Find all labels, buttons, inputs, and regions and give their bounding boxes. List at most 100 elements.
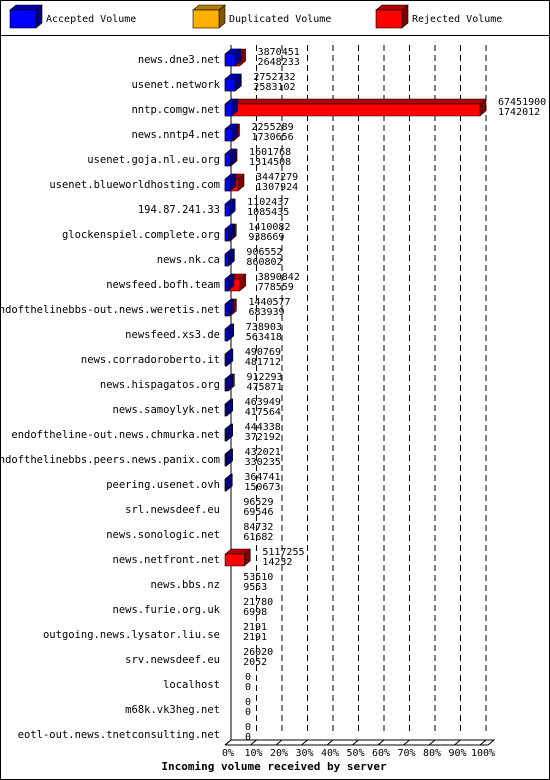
x-tick-label: 50%: [346, 748, 364, 759]
bar-overlay: [224, 128, 232, 142]
value-label: 0: [245, 722, 251, 733]
value-label: 432021: [245, 447, 281, 458]
legend-label: Rejected Volume: [412, 14, 502, 25]
bar-overlay: [224, 153, 231, 167]
x-tick-label: 20%: [270, 748, 288, 759]
value-label: 475871: [246, 382, 282, 393]
x-tick-label: 80%: [423, 748, 441, 759]
value-label: 2752732: [253, 72, 295, 83]
y-tick-label: localhost: [163, 679, 220, 691]
x-axis-title: Incoming volume received by server: [161, 760, 387, 773]
y-tick-label: news.nk.ca: [157, 254, 220, 266]
bar-overlay: [224, 328, 228, 342]
legend-label: Duplicated Volume: [229, 14, 331, 25]
bar-overlay-side: [226, 398, 233, 417]
y-tick-label: news.bbs.nz: [150, 579, 220, 591]
bar-overlay: [224, 403, 227, 417]
value-label: 6998: [243, 607, 267, 618]
y-tick-label: srl.newsdeef.eu: [125, 504, 220, 516]
value-label: 444338: [245, 422, 281, 433]
y-tick-label: news.samoylyk.net: [113, 404, 220, 416]
value-label: 0: [245, 707, 251, 718]
value-label: 96529: [243, 497, 273, 508]
y-tick-label: outgoing.news.lysator.liu.se: [43, 629, 220, 641]
x-tick-label: 40%: [321, 748, 339, 759]
bar-overlay: [224, 53, 236, 67]
value-label: 0: [245, 682, 251, 693]
legend-swatch: [192, 9, 220, 29]
value-label: 150673: [244, 482, 280, 493]
tick-mark: [250, 739, 257, 746]
y-tick-label: 194.87.241.33: [138, 204, 220, 216]
tick-mark: [377, 739, 385, 746]
value-label: 912293: [246, 372, 282, 383]
bar-overlay: [224, 228, 229, 242]
value-label: 463949: [245, 397, 281, 408]
y-tick-label: peering.usenet.ovh: [106, 479, 220, 491]
x-tick-label: 70%: [397, 748, 415, 759]
bar-overlay: [224, 203, 230, 217]
value-label: 330235: [245, 457, 281, 468]
value-label: 2648233: [258, 57, 300, 68]
y-tick-label: news.furie.org.uk: [113, 604, 221, 616]
y-tick-label: news.corradoroberto.it: [81, 354, 220, 366]
y-tick-label: nntp.comgw.net: [131, 104, 220, 116]
y-tick-label: news.sonologic.net: [106, 529, 220, 541]
value-label: 2255289: [252, 122, 294, 133]
value-label: 1314508: [249, 157, 291, 168]
value-label: 61682: [243, 532, 273, 543]
y-tick-label: endoftheline-out.news.chmurka.net: [11, 429, 220, 441]
y-tick-label: endofthelinebbs-out.news.weretis.net: [0, 304, 220, 316]
value-label: 563418: [246, 332, 282, 343]
tick-mark: [352, 739, 359, 746]
legend-swatch: [9, 9, 37, 29]
y-tick-label: news.netfront.net: [113, 554, 220, 566]
x-tick-label: 30%: [295, 748, 313, 759]
y-tick-label: eotl-out.news.tnetconsulting.net: [18, 729, 220, 741]
value-label: 1440577: [248, 297, 290, 308]
bar-overlay: [224, 453, 227, 467]
legend-label: Accepted Volume: [46, 14, 136, 25]
tick-mark: [454, 739, 461, 746]
value-label: 1307924: [256, 182, 298, 193]
value-label: 14232: [262, 557, 292, 568]
value-label: 0: [245, 672, 251, 683]
y-tick-label: news.dne3.net: [138, 54, 220, 66]
value-label: 2191: [243, 622, 267, 633]
value-label: 0: [245, 697, 251, 708]
value-label: 69546: [243, 507, 273, 518]
y-tick-label: newsfeed.bofh.team: [106, 279, 220, 291]
value-label: 1742012: [498, 107, 540, 118]
x-tick-label: 10%: [244, 748, 262, 759]
bar-overlay: [224, 303, 228, 317]
x-tick-label: 100%: [471, 748, 495, 759]
tick-mark: [301, 739, 308, 746]
bar-overlay: [224, 178, 231, 192]
x-tick-label: 60%: [372, 748, 390, 759]
tick-mark: [479, 739, 487, 746]
value-label: 1102437: [247, 197, 289, 208]
y-tick-label: newsfeed.xs3.de: [125, 329, 220, 341]
value-label: 1085435: [247, 207, 289, 218]
value-label: 9553: [243, 582, 267, 593]
value-label: 1410082: [248, 222, 290, 233]
y-tick-label: srv.newsdeef.eu: [125, 654, 220, 666]
bar-overlay-side: [226, 423, 233, 442]
value-label: 26020: [243, 647, 273, 658]
value-label: 0: [245, 732, 251, 743]
value-label: 2191: [243, 632, 267, 643]
value-label: 3890842: [258, 272, 300, 283]
bar: [224, 553, 245, 567]
y-tick-label: usenet.goja.nl.eu.org: [87, 154, 220, 166]
value-label: 21780: [243, 597, 273, 608]
value-label: 417564: [245, 407, 281, 418]
bar-overlay: [224, 278, 229, 292]
y-tick-label: news.nntp4.net: [131, 129, 220, 141]
legend-swatch: [375, 9, 403, 29]
tick-mark: [326, 739, 334, 746]
value-label: 738903: [246, 322, 282, 333]
value-label: 778559: [258, 282, 294, 293]
bar-overlay: [224, 428, 227, 442]
x-tick-label: 90%: [448, 748, 466, 759]
